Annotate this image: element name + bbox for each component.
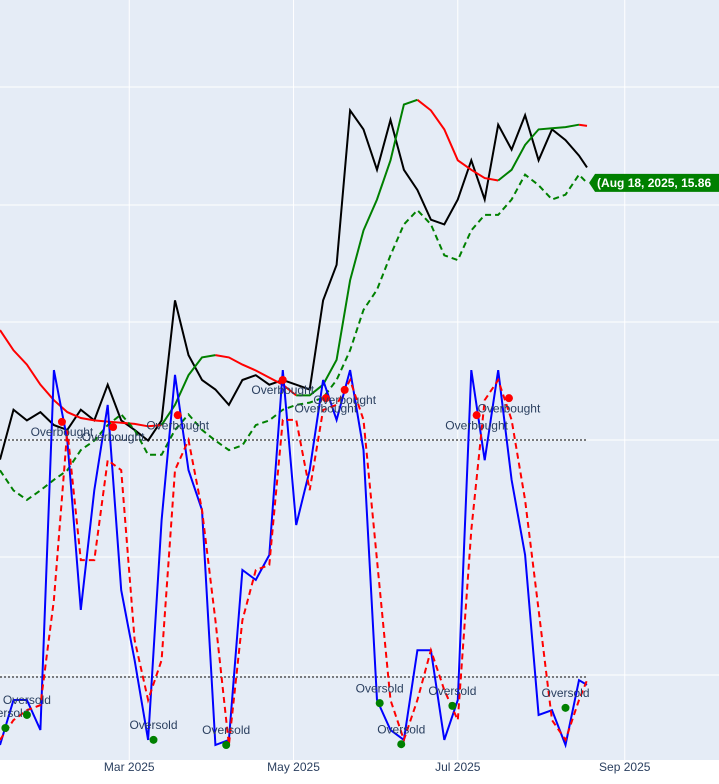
signal-label: Oversold (428, 684, 476, 698)
signal-marker (472, 411, 481, 420)
signal-label: Overbought (478, 401, 541, 415)
signal-label: Oversold (377, 722, 425, 736)
signal-label: Overbought (146, 418, 209, 432)
signal-label: Overbought (294, 401, 357, 415)
signal-label: Oversold (356, 681, 404, 695)
signal-marker (397, 740, 406, 749)
signal-label: Overbought (31, 425, 94, 439)
x-tick-label: Mar 2025 (104, 760, 155, 774)
signal-marker (375, 699, 384, 708)
series-line (0, 107, 588, 460)
signal-label: Oversold (202, 723, 250, 737)
signal-marker (321, 394, 330, 403)
signal-label: Oversold (0, 706, 29, 720)
signal-marker (448, 701, 457, 710)
signal-marker (109, 423, 118, 432)
signal-label: Overbought (251, 383, 314, 397)
series-line (0, 99, 588, 428)
signal-marker (278, 376, 287, 384)
signal-marker (57, 417, 66, 426)
signal-label: Overbought (445, 418, 508, 432)
x-tick-label: Sep 2025 (599, 760, 651, 774)
x-tick-label: May 2025 (267, 760, 320, 774)
signal-label: Oversold (3, 693, 51, 707)
series-line (0, 369, 588, 749)
signal-label: Overbought (82, 430, 145, 444)
series-line (160, 98, 580, 426)
signal-marker (222, 740, 231, 749)
signal-marker (504, 394, 513, 403)
x-tick-label: Jul 2025 (435, 760, 481, 774)
signal-label: Overbought (313, 393, 376, 407)
signal-label: Oversold (129, 718, 177, 732)
signal-marker (149, 735, 158, 744)
hover-box (589, 173, 719, 192)
plot-background (0, 0, 719, 760)
signal-marker (22, 710, 31, 719)
signal-marker (340, 385, 349, 394)
signal-label: Oversold (541, 686, 589, 700)
signal-marker (173, 411, 182, 420)
signal-marker (561, 703, 570, 712)
signal-marker (1, 724, 10, 733)
hover-label: (Aug 18, 2025, 15.86 (597, 176, 711, 190)
